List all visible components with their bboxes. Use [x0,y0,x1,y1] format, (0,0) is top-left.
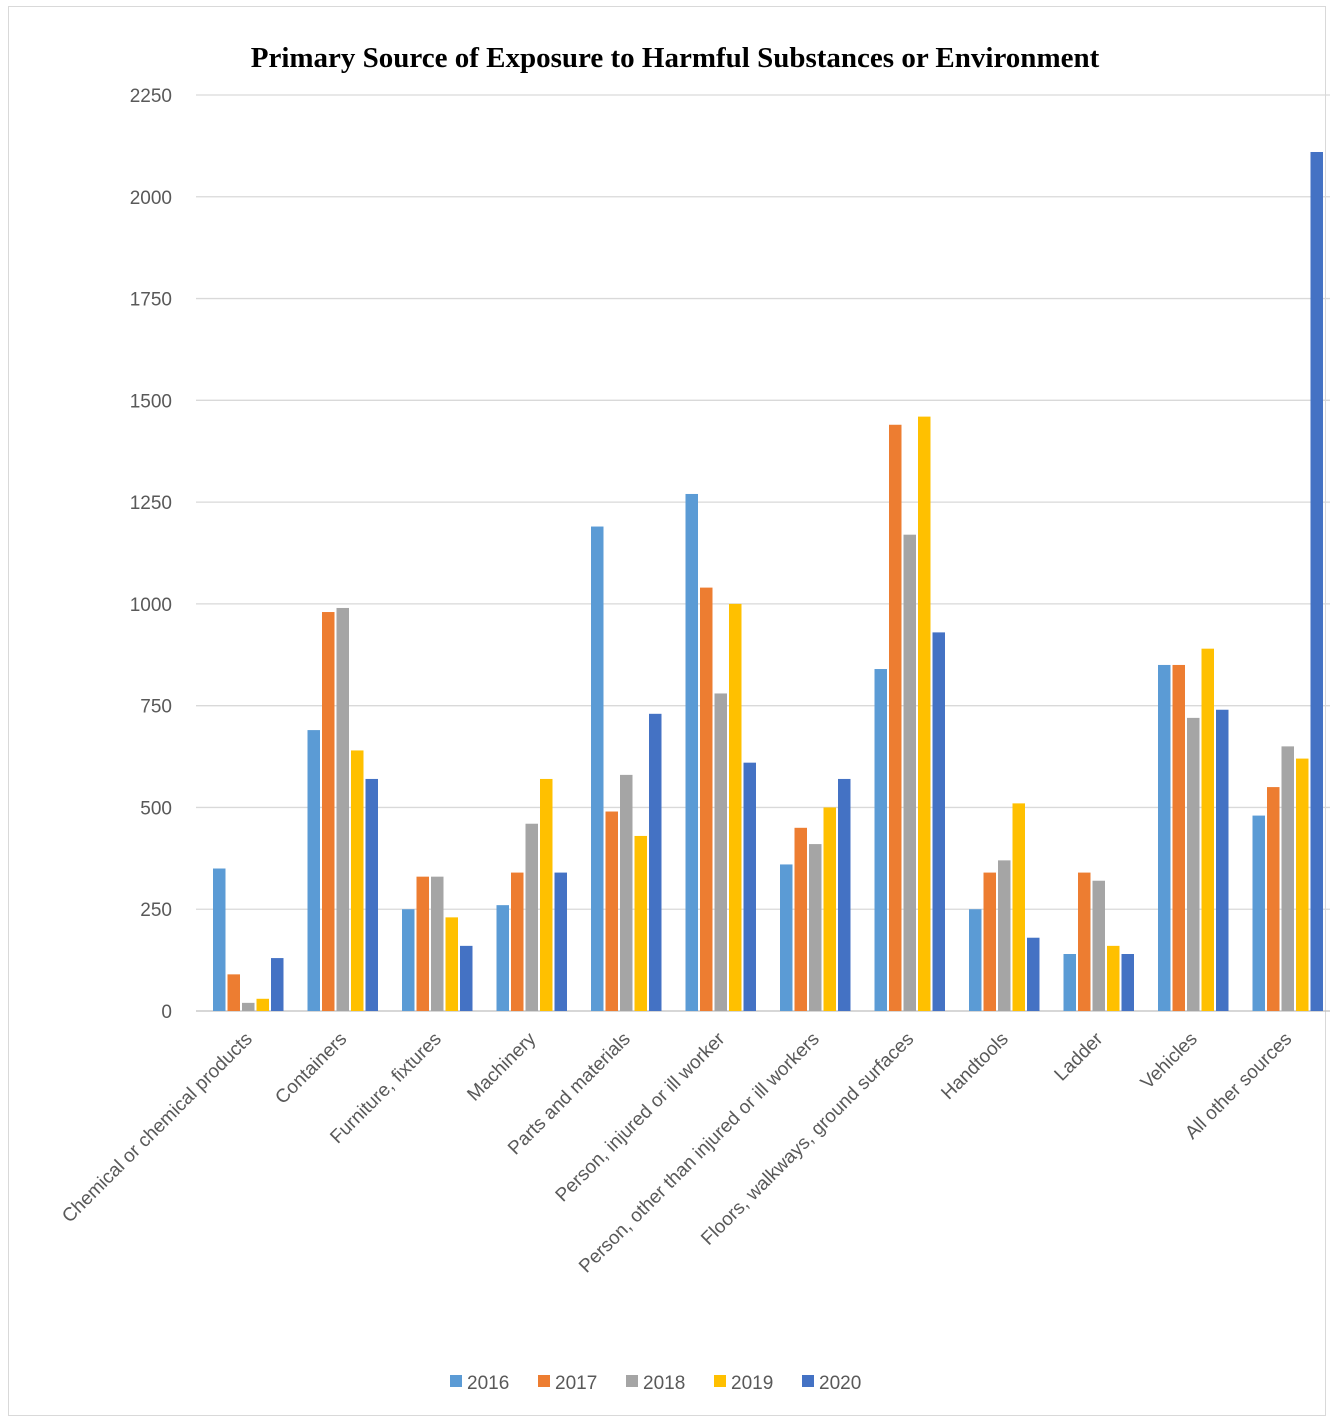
y-tick-label: 750 [140,697,172,718]
bar-2016-9 [1063,954,1076,1011]
legend-label: 2016 [467,1373,509,1394]
bar-2020-11 [1310,151,1323,1012]
bar-2016-10 [1158,664,1171,1011]
bar-2019-11 [1296,758,1309,1011]
bar-2020-6 [838,778,851,1011]
legend-swatch-2020 [802,1375,814,1387]
bar-2020-10 [1216,709,1229,1011]
bar-2018-11 [1281,746,1294,1011]
bar-2017-9 [1078,872,1091,1011]
bar-2019-6 [823,807,836,1011]
bar-2020-8 [1027,937,1040,1011]
bar-2018-0 [242,1002,255,1011]
legend-swatch-2016 [450,1375,462,1387]
bar-2018-1 [336,607,349,1011]
x-category-label: Floors, walkways, ground surfaces [697,1029,918,1250]
legend-label: 2018 [643,1373,685,1394]
x-category-label: Person, injured or ill worker [552,1028,730,1206]
bar-2018-2 [431,876,444,1011]
y-tick-label: 2000 [130,188,172,209]
bar-2016-5 [685,493,698,1012]
bar-2019-7 [918,416,931,1011]
bar-2020-5 [743,762,756,1011]
bar-2016-6 [780,864,793,1011]
y-tick-label: 250 [140,900,172,921]
bar-2018-6 [809,844,822,1011]
bar-2017-3 [511,872,524,1011]
bar-2019-1 [351,750,364,1011]
chart-frame [8,6,1326,1416]
bar-2016-11 [1252,815,1265,1011]
bar-2017-2 [416,876,429,1011]
bar-2019-10 [1201,648,1214,1011]
y-tick-label: 1000 [130,595,172,616]
x-category-label: Machinery [463,1028,540,1105]
y-tick-label: 0 [161,1002,172,1023]
legend-swatch-2019 [714,1375,726,1387]
x-category-label: Chemical or chemical products [58,1029,257,1228]
y-tick-label: 1750 [130,290,172,311]
bar-2018-5 [714,693,727,1011]
bar-2017-8 [983,872,996,1011]
legend-label: 2019 [731,1373,773,1394]
bar-2020-1 [365,778,378,1011]
bar-2019-5 [729,603,742,1011]
gridlines [196,94,1330,1012]
bar-2016-8 [969,909,982,1011]
x-category-label: Containers [271,1029,351,1109]
bar-2019-3 [540,778,553,1011]
legend-label: 2017 [555,1373,597,1394]
bar-2018-9 [1092,880,1105,1011]
x-axis-categories: Chemical or chemical products Containers F… [58,1028,1296,1277]
bar-2020-2 [460,945,473,1011]
chart-title: Primary Source of Exposure to Harmful Su… [250,42,1100,74]
bar-2016-1 [307,730,320,1011]
legend-swatch-2017 [538,1375,550,1387]
x-category-label: Ladder [1051,1028,1108,1085]
y-tick-label: 2250 [130,86,172,107]
x-category-label: Vehicles [1137,1029,1202,1094]
bar-2018-8 [998,860,1011,1011]
bar-2017-0 [227,974,240,1011]
bar-2019-2 [445,917,458,1011]
bar-2017-1 [322,612,335,1011]
x-category-label: Handtools [937,1029,1012,1104]
bar-2020-3 [554,872,567,1011]
bar-2016-0 [213,868,226,1011]
bar-2018-4 [620,774,633,1011]
bars [213,151,1323,1012]
bar-2017-11 [1267,787,1280,1011]
bar-2016-7 [874,669,887,1011]
bar-2018-3 [525,823,538,1011]
legend-swatch-2018 [626,1375,638,1387]
bar-2017-4 [605,811,618,1011]
bar-2017-5 [700,587,713,1011]
bar-2019-9 [1107,945,1120,1011]
bar-2017-10 [1172,664,1185,1011]
y-axis-ticks: 0 250 500 750 1000 1250 1500 1750 2000 2250 [130,86,172,1023]
bar-2020-9 [1121,954,1134,1011]
bar-2020-0 [271,958,284,1011]
y-tick-label: 500 [140,798,172,819]
bar-2019-4 [634,835,647,1011]
bar-2018-7 [903,534,916,1011]
bar-2020-7 [932,632,945,1011]
y-tick-label: 1500 [130,391,172,412]
bar-2017-7 [889,424,902,1011]
legend: 2016 2017 2018 2019 2020 [450,1373,861,1394]
bar-2019-0 [256,998,269,1011]
bar-2020-4 [649,713,662,1011]
legend-label: 2020 [819,1373,861,1394]
bar-2018-10 [1187,717,1200,1011]
bar-2016-4 [591,526,604,1011]
bar-2017-6 [794,827,807,1011]
bar-2019-8 [1012,803,1025,1011]
bar-2016-3 [496,905,509,1011]
bar-2016-2 [402,909,415,1011]
y-tick-label: 1250 [130,493,172,514]
